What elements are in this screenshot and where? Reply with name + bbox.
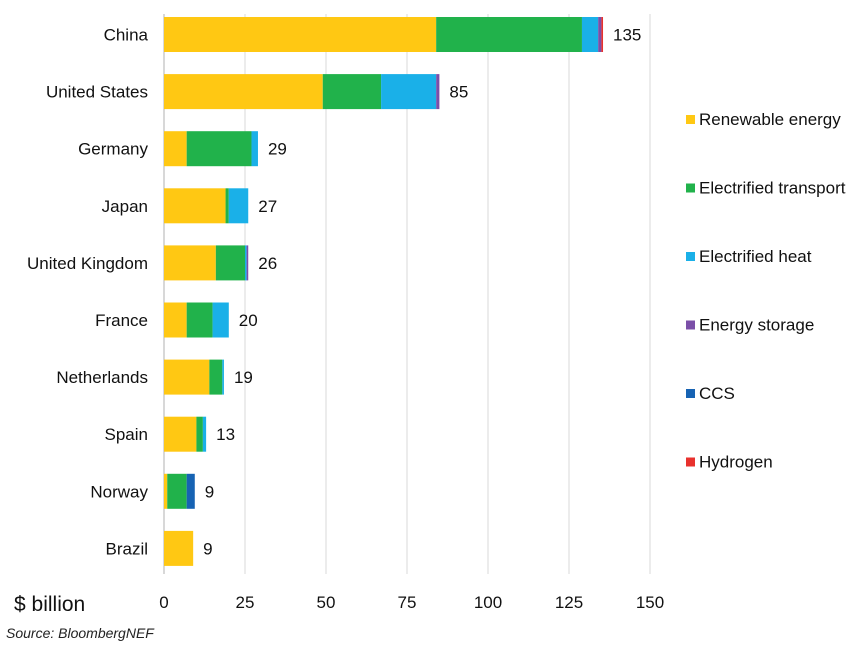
category-label: Norway <box>90 482 148 501</box>
source-note: Source: BloombergNEF <box>6 625 154 641</box>
total-label: 9 <box>203 539 212 558</box>
bar-segment <box>196 416 203 452</box>
bar-segment <box>215 245 245 281</box>
legend-swatch <box>686 389 695 398</box>
category-label: Netherlands <box>56 368 148 387</box>
bar-segment <box>581 17 599 52</box>
legend: Renewable energy Electrified transport Ele… <box>686 110 846 472</box>
x-tick-label: 25 <box>236 593 255 612</box>
total-labels: 135 85 29 27 26 20 19 13 9 9 <box>203 26 641 559</box>
bar-segment <box>164 245 216 281</box>
total-label: 9 <box>205 482 214 501</box>
total-label: 135 <box>613 26 641 45</box>
bar-segment <box>164 359 210 395</box>
bar-segment <box>212 302 229 338</box>
legend-label: CCS <box>699 384 735 403</box>
bar-segment <box>209 359 223 395</box>
total-label: 29 <box>268 140 287 159</box>
x-tick-label: 0 <box>159 593 168 612</box>
bar-segment <box>598 17 602 52</box>
category-label: France <box>95 311 148 330</box>
category-labels: China United States Germany Japan United Kin… <box>27 26 149 559</box>
category-label: Japan <box>102 197 148 216</box>
bar-segment <box>222 359 224 395</box>
bar-segment <box>381 74 437 110</box>
x-tick-label: 150 <box>636 593 664 612</box>
bar-segment <box>202 416 207 452</box>
bar-segment <box>164 530 194 566</box>
bar-segment <box>436 74 440 110</box>
x-tick-label: 125 <box>555 593 583 612</box>
total-label: 27 <box>258 197 277 216</box>
category-label: China <box>104 26 149 45</box>
legend-label: Renewable energy <box>699 110 841 129</box>
x-axis-label: $ billion <box>14 593 85 616</box>
bar-segment <box>167 473 187 509</box>
bar-segment <box>186 302 213 338</box>
x-tick-label: 100 <box>474 593 502 612</box>
bar-segment <box>228 188 249 224</box>
bar-segment <box>164 131 187 167</box>
legend-swatch <box>686 320 695 330</box>
legend-swatch <box>686 457 695 467</box>
category-label: Spain <box>105 425 148 444</box>
category-label: United States <box>46 83 148 102</box>
bar-segment <box>225 188 229 224</box>
legend-label: Electrified transport <box>699 179 846 198</box>
bar-segment <box>164 17 437 52</box>
bar-segment <box>164 302 187 338</box>
bars <box>164 17 604 566</box>
bar-segment <box>186 473 195 509</box>
x-tick-label: 50 <box>317 593 336 612</box>
bar-segment <box>164 74 323 110</box>
bar-segment <box>164 188 226 224</box>
bar-segment <box>601 17 604 52</box>
total-label: 20 <box>239 311 258 330</box>
legend-label: Electrified heat <box>699 247 812 266</box>
legend-swatch <box>686 252 695 261</box>
x-tick-labels: 0 25 50 75 100 125 150 <box>159 593 664 612</box>
bar-segment <box>245 245 247 281</box>
bar-segment <box>436 17 582 52</box>
bar-segment <box>322 74 382 110</box>
legend-label: Hydrogen <box>699 453 773 472</box>
bar-segment <box>186 131 252 167</box>
total-label: 19 <box>234 368 253 387</box>
bar-segment <box>246 245 249 281</box>
legend-swatch <box>686 183 695 193</box>
category-label: Brazil <box>105 539 148 558</box>
bar-segment <box>164 416 197 452</box>
bar-segment <box>164 473 168 509</box>
legend-swatch <box>686 115 695 124</box>
category-label: Germany <box>78 140 148 159</box>
category-label: United Kingdom <box>27 254 148 273</box>
total-label: 26 <box>258 254 277 273</box>
x-tick-label: 75 <box>398 593 417 612</box>
total-label: 85 <box>449 83 468 102</box>
legend-label: Energy storage <box>699 316 814 335</box>
bar-segment <box>251 131 258 167</box>
total-label: 13 <box>216 425 235 444</box>
